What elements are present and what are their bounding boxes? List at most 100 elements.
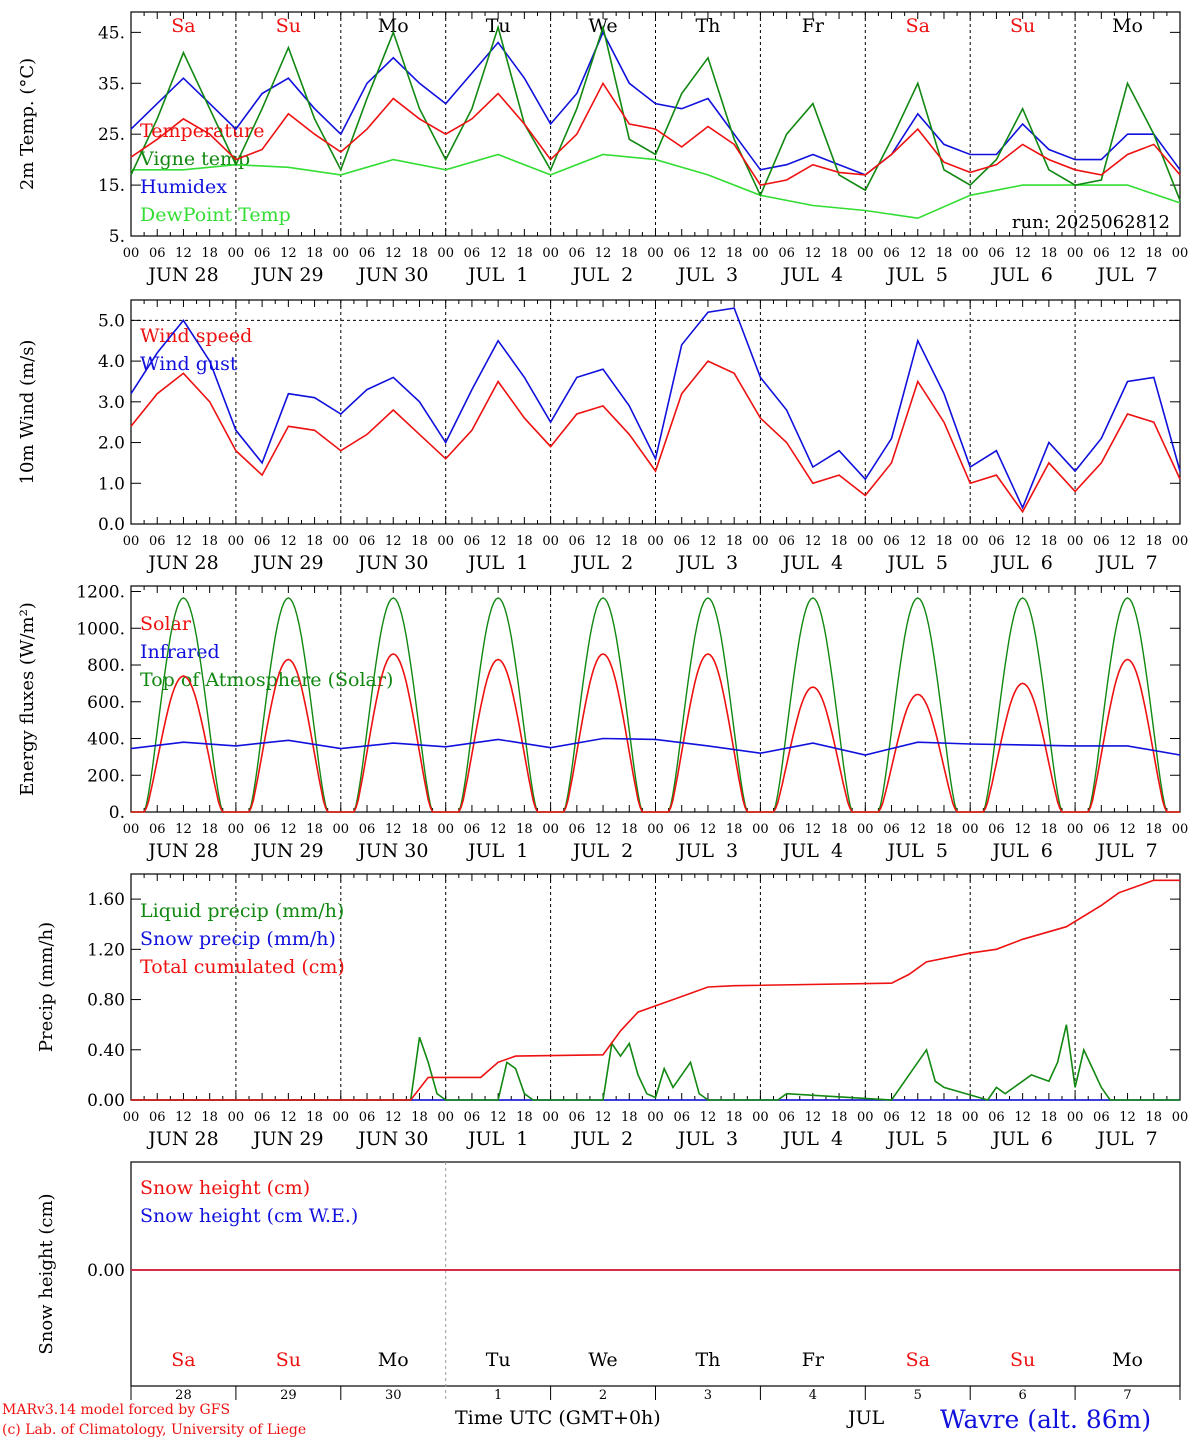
hour-tick-label: 18 bbox=[726, 1110, 743, 1125]
day-name: Fr bbox=[802, 15, 825, 37]
day-name: Th bbox=[695, 15, 720, 37]
hour-tick-label: 12 bbox=[909, 822, 926, 837]
hour-tick-label: 06 bbox=[149, 534, 166, 549]
station-label: Wavre (alt. 86m) bbox=[940, 1405, 1151, 1434]
hour-tick-label: 00 bbox=[437, 1110, 454, 1125]
hour-tick-label: 18 bbox=[726, 246, 743, 261]
hour-tick-label: 12 bbox=[1119, 246, 1136, 261]
y-tick-label: 1.60 bbox=[87, 890, 125, 910]
day-number: 29 bbox=[280, 1388, 297, 1403]
hour-tick-label: 18 bbox=[516, 1110, 533, 1125]
hour-tick-label: 12 bbox=[909, 534, 926, 549]
hour-tick-label: 06 bbox=[883, 1110, 900, 1125]
hour-tick-label: 06 bbox=[883, 246, 900, 261]
hour-tick-label: 18 bbox=[726, 534, 743, 549]
hour-tick-label: 00 bbox=[1067, 822, 1084, 837]
hour-tick-label: 12 bbox=[385, 822, 402, 837]
hour-tick-label: 18 bbox=[1146, 1110, 1163, 1125]
day-number: 1 bbox=[494, 1388, 502, 1403]
snow-panel: 0.00 Snow height (cm) Snow height (cm) Snow… bbox=[36, 1161, 1181, 1400]
hour-tick-label: 12 bbox=[1014, 1110, 1031, 1125]
hour-tick-label: 00 bbox=[333, 1110, 350, 1125]
energy-panel: 00 06 12 18 00 06 12 18 00 06 12 18 00 06 12 18 00 06 12 18… bbox=[17, 583, 1188, 862]
y-tick-label: 800. bbox=[87, 656, 125, 676]
hour-tick-label: 00 bbox=[857, 1110, 874, 1125]
y-tick-label: 600. bbox=[87, 693, 125, 713]
day-number: 2 bbox=[599, 1388, 607, 1403]
hour-tick-label: 00 bbox=[647, 1110, 664, 1125]
day-number: 5 bbox=[914, 1388, 922, 1403]
y-tick-label: 45. bbox=[98, 23, 125, 43]
hour-tick-label: 18 bbox=[201, 246, 218, 261]
hour-tick-label: 00 bbox=[857, 246, 874, 261]
hour-tick-label: 06 bbox=[569, 1110, 586, 1125]
hour-tick-label: 00 bbox=[123, 1110, 140, 1125]
date-label: JUN 30 bbox=[356, 264, 428, 286]
hour-tick-label: 12 bbox=[280, 246, 297, 261]
hour-tick-label: 00 bbox=[1172, 822, 1189, 837]
day-number: 4 bbox=[809, 1388, 817, 1403]
hour-tick-label: 06 bbox=[464, 1110, 481, 1125]
temperature-panel: 00 06 12 18 00 06 12 18 00 06 12 18 00 06 12 18 00 06 12 18… bbox=[17, 11, 1188, 286]
hour-tick-label: 06 bbox=[778, 822, 795, 837]
date-label: JUL 5 bbox=[886, 840, 948, 862]
day-name: Tu bbox=[486, 1349, 511, 1371]
day-number: 7 bbox=[1123, 1388, 1131, 1403]
hour-tick-label: 06 bbox=[988, 246, 1005, 261]
hour-tick-label: 12 bbox=[1014, 534, 1031, 549]
legend-entry: DewPoint Temp bbox=[140, 204, 291, 226]
hour-tick-label: 00 bbox=[228, 1110, 245, 1125]
hour-tick-label: 12 bbox=[1014, 246, 1031, 261]
y-tick-label: 0.00 bbox=[87, 1091, 125, 1111]
date-label: JUN 29 bbox=[251, 264, 323, 286]
wind-panel: 00 06 12 18 00 06 12 18 00 06 12 18 00 06 12 18 00 06 12 18… bbox=[17, 299, 1188, 574]
hour-tick-label: 00 bbox=[228, 246, 245, 261]
y-tick-label: 5.0 bbox=[98, 311, 125, 331]
y-tick-label: 0.80 bbox=[87, 991, 125, 1011]
hour-tick-label: 18 bbox=[936, 822, 953, 837]
hour-tick-label: 06 bbox=[359, 822, 376, 837]
day-name: Su bbox=[276, 1349, 301, 1371]
y-tick-label: 1000. bbox=[76, 619, 125, 639]
hour-tick-label: 18 bbox=[516, 246, 533, 261]
date-label: JUL 4 bbox=[781, 552, 843, 574]
date-label: JUL 4 bbox=[781, 264, 843, 286]
hour-tick-label: 00 bbox=[228, 534, 245, 549]
date-label: JUL 3 bbox=[676, 264, 738, 286]
hour-tick-label: 12 bbox=[805, 534, 822, 549]
day-name: Sa bbox=[906, 1349, 930, 1371]
y-tick-label: 4.0 bbox=[98, 352, 125, 372]
hour-tick-label: 12 bbox=[490, 246, 507, 261]
hour-tick-label: 12 bbox=[385, 534, 402, 549]
hour-tick-label: 18 bbox=[831, 246, 848, 261]
hour-tick-label: 00 bbox=[647, 534, 664, 549]
hour-tick-label: 06 bbox=[569, 534, 586, 549]
temperature-line bbox=[130, 81, 1181, 186]
hour-tick-label: 18 bbox=[831, 1110, 848, 1125]
hour-tick-label: 06 bbox=[1093, 822, 1110, 837]
hour-tick-label: 06 bbox=[1093, 1110, 1110, 1125]
date-label: JUL 1 bbox=[466, 552, 528, 574]
legend-entry: Humidex bbox=[140, 176, 227, 198]
date-label: JUL 6 bbox=[990, 840, 1052, 862]
day-name: We bbox=[588, 1349, 617, 1371]
hour-tick-label: 12 bbox=[700, 246, 717, 261]
hour-tick-label: 12 bbox=[490, 1110, 507, 1125]
hour-tick-label: 00 bbox=[962, 822, 979, 837]
hour-tick-label: 00 bbox=[123, 246, 140, 261]
hour-tick-label: 00 bbox=[1067, 246, 1084, 261]
hour-tick-label: 00 bbox=[647, 822, 664, 837]
date-label: JUL 2 bbox=[571, 1128, 633, 1150]
hour-tick-label: 12 bbox=[805, 822, 822, 837]
day-number: 30 bbox=[385, 1388, 402, 1403]
hour-tick-label: 18 bbox=[621, 822, 638, 837]
hour-tick-label: 00 bbox=[542, 822, 559, 837]
hour-tick-label: 06 bbox=[1093, 534, 1110, 549]
day-name: Sa bbox=[906, 15, 930, 37]
hour-tick-label: 18 bbox=[936, 534, 953, 549]
hour-tick-label: 00 bbox=[752, 246, 769, 261]
hour-tick-label: 12 bbox=[909, 1110, 926, 1125]
y-tick-label: 200. bbox=[87, 766, 125, 786]
y-tick-label: 35. bbox=[98, 74, 125, 94]
hour-tick-label: 12 bbox=[280, 822, 297, 837]
